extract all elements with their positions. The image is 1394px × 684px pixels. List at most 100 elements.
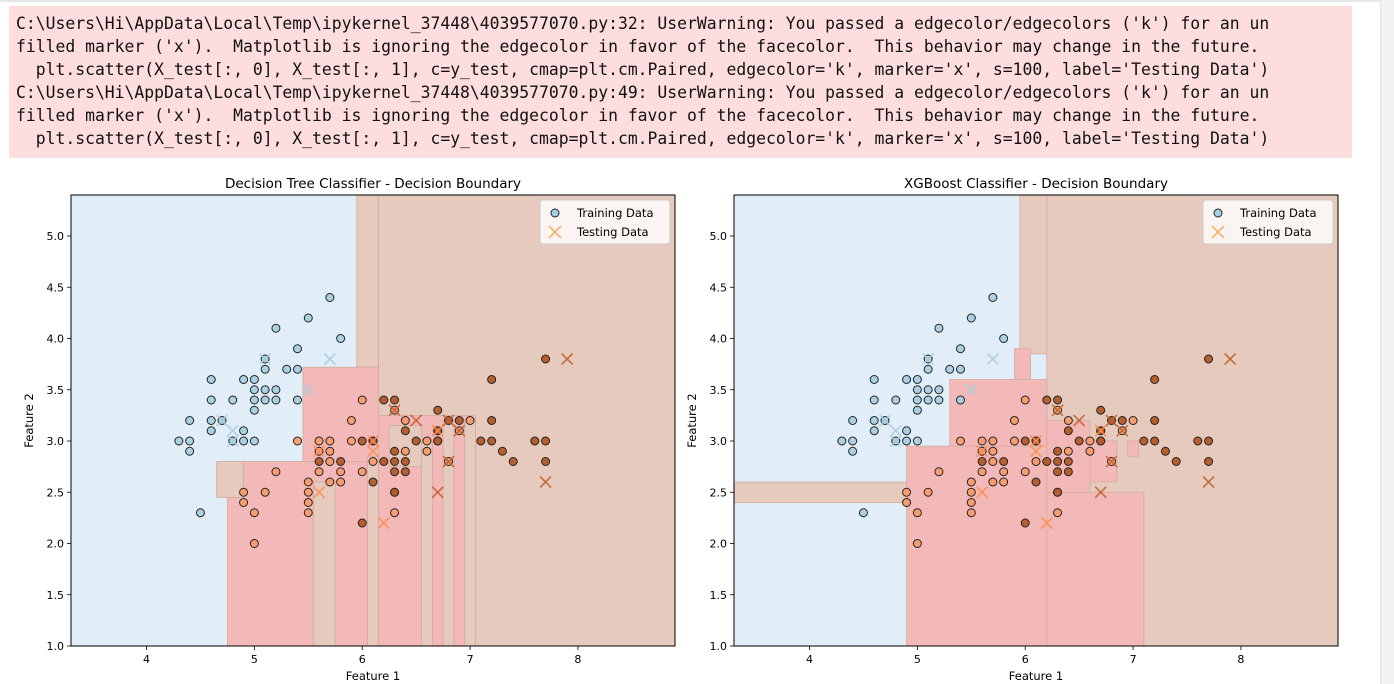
x-tick-label: 8 [574, 653, 581, 666]
training-point [1053, 467, 1063, 477]
training-point [325, 457, 335, 466]
training-point [1204, 457, 1214, 466]
training-point [314, 436, 324, 446]
training-point [848, 436, 858, 446]
testing-point [986, 352, 999, 366]
training-point [346, 436, 356, 446]
training-point [934, 395, 944, 405]
training-point [325, 446, 335, 456]
training-point [282, 364, 292, 374]
training-point [945, 364, 955, 374]
testing-point [431, 424, 444, 437]
training-point [487, 375, 497, 384]
training-point [1042, 395, 1052, 405]
testing-point [1224, 352, 1237, 366]
testing-point [410, 414, 423, 427]
y-tick-label: 3.0 [710, 435, 728, 448]
training-point [249, 395, 259, 405]
x-tick-label: 7 [467, 653, 474, 666]
training-point [1042, 457, 1052, 466]
training-point [956, 436, 965, 446]
decision-region-class-2 [356, 195, 379, 368]
training-point [1150, 416, 1160, 425]
testing-point [539, 475, 552, 489]
training-point [400, 426, 410, 436]
chart-right: 4 5 6 7 8 1.0 1.5 2.0 2.5 3.0 3.5 4.0 4.5 5.0 XGBoost … [685, 176, 1339, 683]
training-point [1204, 436, 1214, 446]
training-point [303, 498, 313, 507]
training-point [1085, 446, 1095, 456]
matplotlib-figure: 4 5 6 7 8 1.0 1.5 2.0 2.5 3.0 3.5 4.0 4.5 5.0 Decision… [22, 176, 1339, 683]
testing-point [442, 414, 455, 427]
training-point [541, 354, 551, 364]
x-tick-label: 8 [1237, 653, 1244, 666]
training-point [1009, 416, 1019, 425]
training-point [249, 436, 259, 446]
decision-region-class-1 [1046, 420, 1091, 493]
vertical-scrollbar[interactable] [1380, 0, 1394, 684]
decision-region-class-1 [906, 445, 1048, 646]
testing-point [889, 434, 902, 448]
training-point [902, 487, 912, 497]
training-point [271, 385, 281, 395]
training-point [228, 395, 238, 405]
y-tick-label: 2.0 [47, 538, 65, 551]
decision-region-class-2 [464, 420, 476, 646]
training-point [206, 375, 216, 384]
training-point [422, 436, 432, 446]
training-point [1020, 467, 1030, 477]
training-point [1074, 436, 1084, 446]
y-tick-label: 4.5 [47, 281, 65, 294]
training-point [433, 436, 443, 446]
training-point [1160, 446, 1170, 456]
training-point [869, 395, 879, 405]
plot-area [71, 195, 675, 646]
training-point [1171, 457, 1181, 466]
training-point [1150, 375, 1160, 384]
training-point [912, 395, 922, 405]
training-point [923, 364, 933, 374]
training-point [368, 457, 378, 466]
training-point [1053, 457, 1063, 466]
training-point [1063, 457, 1073, 466]
training-point [303, 508, 313, 518]
training-point [912, 539, 922, 548]
testing-point [388, 404, 401, 417]
training-point [1031, 477, 1041, 487]
x-tick-label: 4 [806, 653, 813, 666]
training-point [1128, 416, 1138, 425]
decision-region-class-1 [1014, 348, 1032, 380]
testing-point [323, 352, 336, 366]
decision-region-class-2 [442, 420, 455, 646]
y-tick-label: 3.5 [47, 384, 65, 397]
testing-point [431, 486, 444, 499]
y-tick-label: 3.0 [47, 435, 65, 448]
training-point [902, 375, 912, 384]
training-point [390, 467, 400, 477]
x-tick-label: 7 [1130, 653, 1137, 666]
training-point [260, 385, 270, 395]
training-point [1053, 395, 1063, 405]
training-point [476, 436, 486, 446]
training-point [239, 375, 249, 384]
training-point [239, 426, 249, 436]
training-point [325, 436, 335, 446]
training-point [260, 364, 270, 374]
y-tick-label: 1.5 [710, 589, 728, 602]
training-point [239, 487, 249, 497]
testing-point [561, 352, 574, 366]
x-axis-label: Feature 1 [1009, 669, 1063, 683]
training-point [1150, 436, 1160, 446]
training-point [912, 375, 922, 384]
x-tick-label: 4 [143, 653, 150, 666]
warning-line: plt.scatter(X_test[:, 0], X_test[:, 1], … [16, 60, 1270, 79]
testing-point [377, 516, 390, 530]
training-point [390, 395, 400, 405]
testing-point [226, 434, 239, 448]
training-point [541, 457, 551, 466]
decision-region-class-1 [1046, 491, 1145, 646]
chart-left: 4 5 6 7 8 1.0 1.5 2.0 2.5 3.0 3.5 4.0 4.5 5.0 Decision… [22, 176, 676, 683]
legend-label: Training Data [1239, 206, 1317, 220]
training-point [999, 334, 1009, 343]
training-point [956, 395, 965, 405]
